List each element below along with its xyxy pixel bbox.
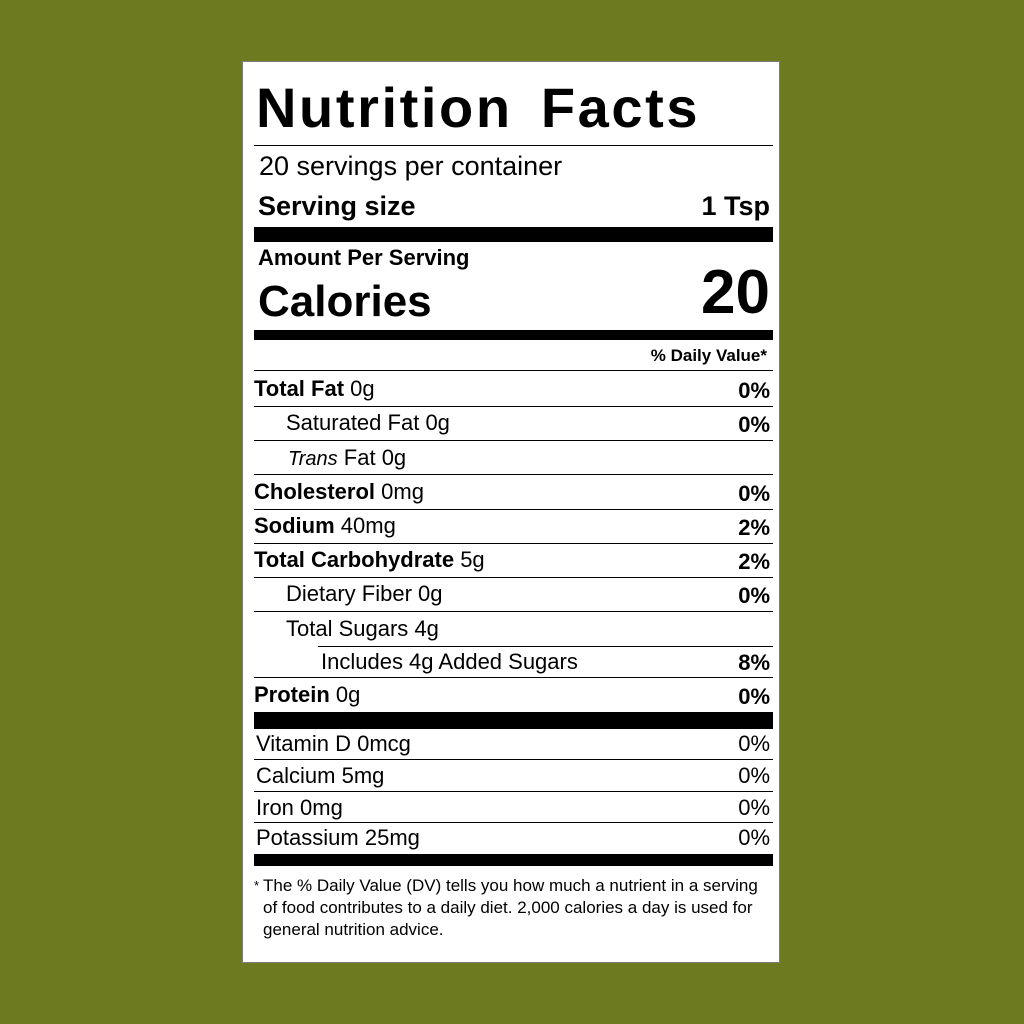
vitamin-dv: 0% [738,731,770,756]
vitamin-amount: 5mg [341,763,385,788]
footnote: * The % Daily Value (DV) tells you how m… [254,875,764,941]
divider-thin [254,759,773,760]
divider-thin [254,370,773,371]
nutrient-amount: 0g [335,682,361,707]
nutrient-name: Protein [254,682,330,707]
nutrient-amount: 0g [418,581,443,606]
divider-thin [254,440,773,441]
divider-thin-indented [318,646,773,647]
calories-value: 20 [701,258,770,327]
nutrient-name: Sodium [254,513,335,538]
nutrient-amount: 0g [350,376,375,401]
vitamin-amount: 0mg [300,795,343,820]
vitamin-amount: 25mg [364,825,420,850]
nutrient-name-italic: Trans [288,448,338,470]
vitamin-name: Calcium [256,763,336,788]
divider-thin [254,822,773,823]
nutrient-row-protein: Protein 0g [254,684,360,706]
nutrient-row-added-sugars: Includes 4g Added Sugars [321,651,578,673]
nutrient-dv: 2% [738,549,770,574]
footnote-text: The % Daily Value (DV) tells you how muc… [263,876,758,939]
nutrient-name: Saturated Fat [286,410,420,435]
divider-thin [254,791,773,792]
nutrient-row-sodium: Sodium 40mg [254,515,396,537]
nutrient-name: Total Fat [254,376,345,401]
nutrient-amount: 0mg [381,479,424,504]
nutrient-row-trans-fat: Trans Fat 0g [288,445,407,470]
vitamin-amount: 0mcg [357,731,411,756]
nutrient-name: Cholesterol [254,479,376,504]
nutrient-amount: 0g [425,410,450,435]
nutrient-dv: 0% [738,378,770,403]
divider-thin [254,474,773,475]
nutrient-name: Total Carbohydrate [254,547,455,572]
divider-thin [254,543,773,544]
nutrient-row-dietary-fiber: Dietary Fiber 0g [286,583,443,605]
divider-thin [254,577,773,578]
nutrient-name: Total Sugars [286,616,409,641]
amount-per-serving: Amount Per Serving [258,245,470,270]
vitamin-name: Iron [256,795,294,820]
divider-thin [254,611,773,612]
vitamin-dv: 0% [738,825,770,850]
label-title: Nutrition Facts [256,76,701,139]
vitamin-dv: 0% [738,763,770,788]
nutrient-dv: 0% [738,481,770,506]
divider-medium [254,330,773,340]
serving-size-value: 1 Tsp [701,191,770,221]
nutrient-row-total-carbohydrate: Total Carbohydrate 5g [254,549,485,571]
divider-thin [254,509,773,510]
nutrient-dv: 2% [738,515,770,540]
divider-thick [254,712,773,729]
nutrient-amount: 40mg [340,513,396,538]
nutrient-amount: 5g [460,547,485,572]
serving-size-label: Serving size [258,191,416,221]
nutrient-name: Fat [343,445,376,470]
vitamin-row-potassium: Potassium 25mg [256,827,420,849]
divider-thin [254,677,773,678]
vitamin-dv: 0% [738,795,770,820]
vitamin-row-vitamin-d: Vitamin D 0mcg [256,733,411,755]
divider-thick [254,227,773,242]
nutrient-amount: 4g [414,616,439,641]
label-inner: Nutrition Facts 20 servings per containe… [254,62,773,962]
nutrient-amount: 0g [381,445,407,470]
nutrient-row-cholesterol: Cholesterol 0mg [254,481,424,503]
nutrient-dv: 8% [738,650,770,675]
nutrient-dv: 0% [738,684,770,709]
divider-thin [254,145,773,146]
nutrient-row-total-fat: Total Fat 0g [254,378,375,400]
nutrient-row-total-sugars: Total Sugars 4g [286,618,439,640]
calories-label: Calories [258,277,432,326]
divider-thin [254,406,773,407]
nutrition-facts-label: Nutrition Facts 20 servings per containe… [242,61,780,963]
nutrient-name: Includes 4g Added Sugars [321,649,578,674]
vitamin-row-calcium: Calcium 5mg [256,765,384,787]
vitamin-row-iron: Iron 0mg [256,797,343,819]
divider-medium [254,854,773,866]
nutrient-dv: 0% [738,412,770,437]
nutrient-row-saturated-fat: Saturated Fat 0g [286,412,450,434]
servings-per-container: 20 servings per container [259,151,563,181]
nutrient-dv: 0% [738,583,770,608]
vitamin-name: Potassium [256,825,359,850]
footnote-star: * [254,878,260,893]
daily-value-header: % Daily Value* [650,346,767,365]
nutrient-name: Dietary Fiber [286,581,412,606]
vitamin-name: Vitamin D [256,731,351,756]
